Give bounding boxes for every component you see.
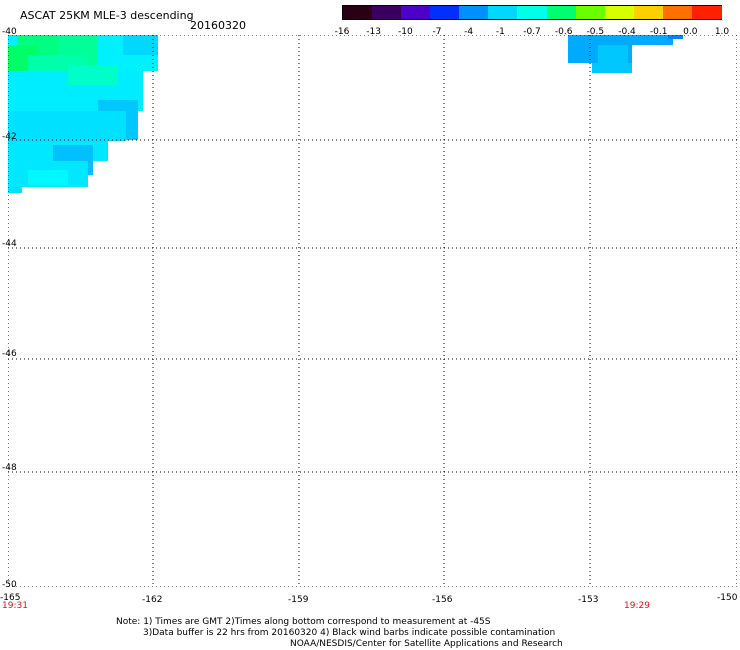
color-bar-segment — [575, 6, 606, 19]
color-bar-segment — [691, 6, 722, 19]
color-bar-tick-label: -1 — [495, 27, 505, 37]
color-bar-segment — [459, 6, 490, 19]
color-bar-segment — [343, 6, 374, 19]
color-bar-tick-label: -13 — [366, 27, 382, 37]
map-date: 20160320 — [190, 19, 246, 32]
color-bar-ticks: -16 -13 -10 -7 -4 -1 -0.7 -0.6 -0.5 -0.4 -0.1 0.0 1.… — [335, 0, 730, 40]
lon-label-159: -159 — [288, 595, 309, 605]
lat-label-42: -42 — [2, 132, 17, 142]
time-label-right: 19:29 — [624, 601, 650, 611]
data-swath-right — [568, 35, 683, 73]
color-bar-tick-label: 1.0 — [714, 27, 730, 37]
color-bar-segment — [546, 6, 577, 19]
color-bar-segment — [401, 6, 432, 19]
lat-label-46: -46 — [2, 349, 17, 359]
map-title: ASCAT 25KM MLE-3 descending — [20, 9, 194, 22]
lon-label-162: -162 — [142, 595, 163, 605]
color-bar-segment — [430, 6, 461, 19]
color-bar-segment — [633, 6, 664, 19]
data-swath-left — [8, 35, 158, 193]
color-bar-tick-label: -0.4 — [618, 27, 636, 37]
lon-label-150: -150 — [717, 593, 738, 603]
swath-map — [8, 35, 737, 587]
lat-label-50: -50 — [2, 580, 17, 590]
color-bar-tick-label: -4 — [464, 27, 474, 37]
color-bar-tick-label: -0.1 — [649, 27, 668, 37]
lat-label-48: -48 — [2, 463, 17, 473]
color-bar-segment — [372, 6, 403, 19]
footer-note-line2: 3)Data buffer is 22 hrs from 20160320 4)… — [143, 628, 556, 638]
color-bar-segment — [488, 6, 519, 19]
footer-credit: NOAA/NESDIS/Center for Satellite Applica… — [290, 639, 563, 649]
color-bar-tick-label: -16 — [334, 27, 350, 37]
lon-label-156: -156 — [432, 595, 453, 605]
color-bar-segment — [662, 6, 693, 19]
color-bar-tick-label: -0.5 — [586, 27, 605, 37]
color-bar-segment — [517, 6, 548, 19]
lon-label-165: -165 — [0, 593, 21, 603]
lat-lon-grid — [8, 35, 737, 587]
color-bar-tick-label: -0.6 — [554, 27, 573, 37]
lon-label-153: -153 — [578, 595, 599, 605]
lat-label-40: -40 — [2, 27, 17, 37]
color-bar-tick-label: -0.7 — [523, 27, 541, 37]
footer-note-line1: Note: 1) Times are GMT 2)Times along bot… — [116, 617, 491, 627]
color-bar — [342, 5, 722, 20]
color-bar-tick-label: -7 — [432, 27, 442, 37]
color-bar-tick-label: 0.0 — [683, 27, 698, 37]
lat-label-44: -44 — [2, 239, 17, 249]
color-bar-segment — [604, 6, 635, 19]
time-label-left: 19:31 — [2, 601, 28, 611]
color-bar-tick-label: -10 — [397, 27, 413, 37]
